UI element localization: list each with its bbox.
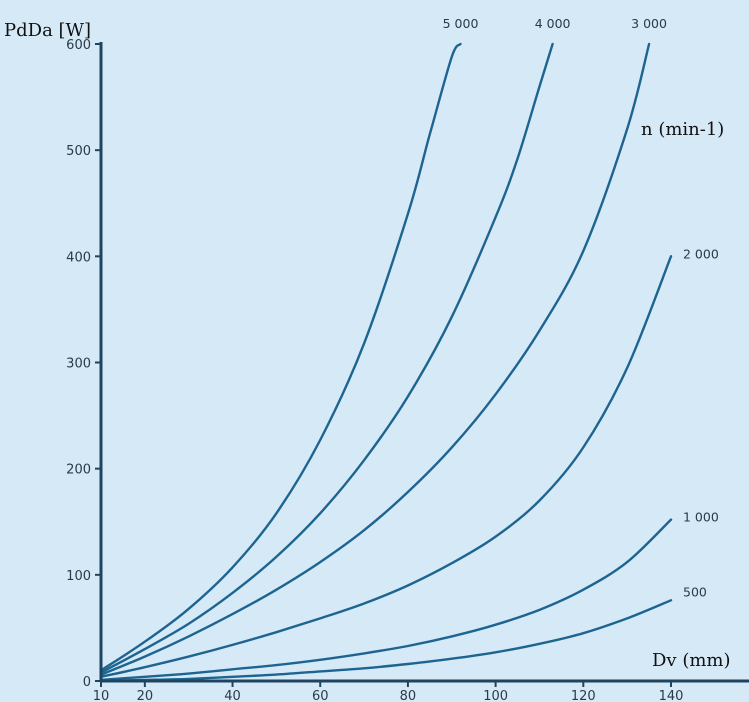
x-tick-label: 80: [400, 689, 417, 702]
series-line-1: [99, 42, 554, 674]
y-tick-label: 500: [66, 144, 91, 159]
y-tick-label: 100: [66, 569, 91, 584]
series-line-0: [99, 42, 462, 672]
tick-group: 0 100 200 300 400 500 600 10 20 40 60 80 100 120 140: [66, 38, 683, 702]
x-tick-label: 20: [137, 689, 154, 702]
series-label: 500: [683, 584, 707, 599]
series-label: 5 000: [443, 16, 479, 31]
series-group: 5 000 4 000 3 000 2 000 1 000 500: [99, 16, 719, 683]
y-tick-label: 0: [83, 675, 91, 690]
series-line-5: [99, 599, 673, 683]
x-tick-label: 100: [483, 689, 508, 702]
x-tick-label: 10: [93, 689, 110, 702]
legend-title: n (min-1): [641, 119, 724, 140]
series-label: 1 000: [683, 510, 719, 525]
series-line-2: [99, 42, 651, 676]
y-axis-title: PdDa [W]: [4, 20, 91, 41]
series-line-4: [99, 518, 673, 682]
series-line-3: [99, 255, 673, 678]
x-tick-label: 60: [312, 689, 329, 702]
x-tick-label: 140: [659, 689, 684, 702]
x-tick-label: 40: [224, 689, 241, 702]
y-tick-label: 400: [66, 250, 91, 265]
x-axis-title: Dv (mm): [652, 650, 731, 671]
x-tick-label: 120: [571, 689, 596, 702]
y-tick-label: 600: [66, 38, 91, 53]
series-label: 2 000: [683, 246, 719, 261]
y-tick-label: 200: [66, 463, 91, 478]
y-tick-label: 300: [66, 357, 91, 372]
series-label: 4 000: [535, 16, 571, 31]
series-label: 3 000: [631, 16, 667, 31]
